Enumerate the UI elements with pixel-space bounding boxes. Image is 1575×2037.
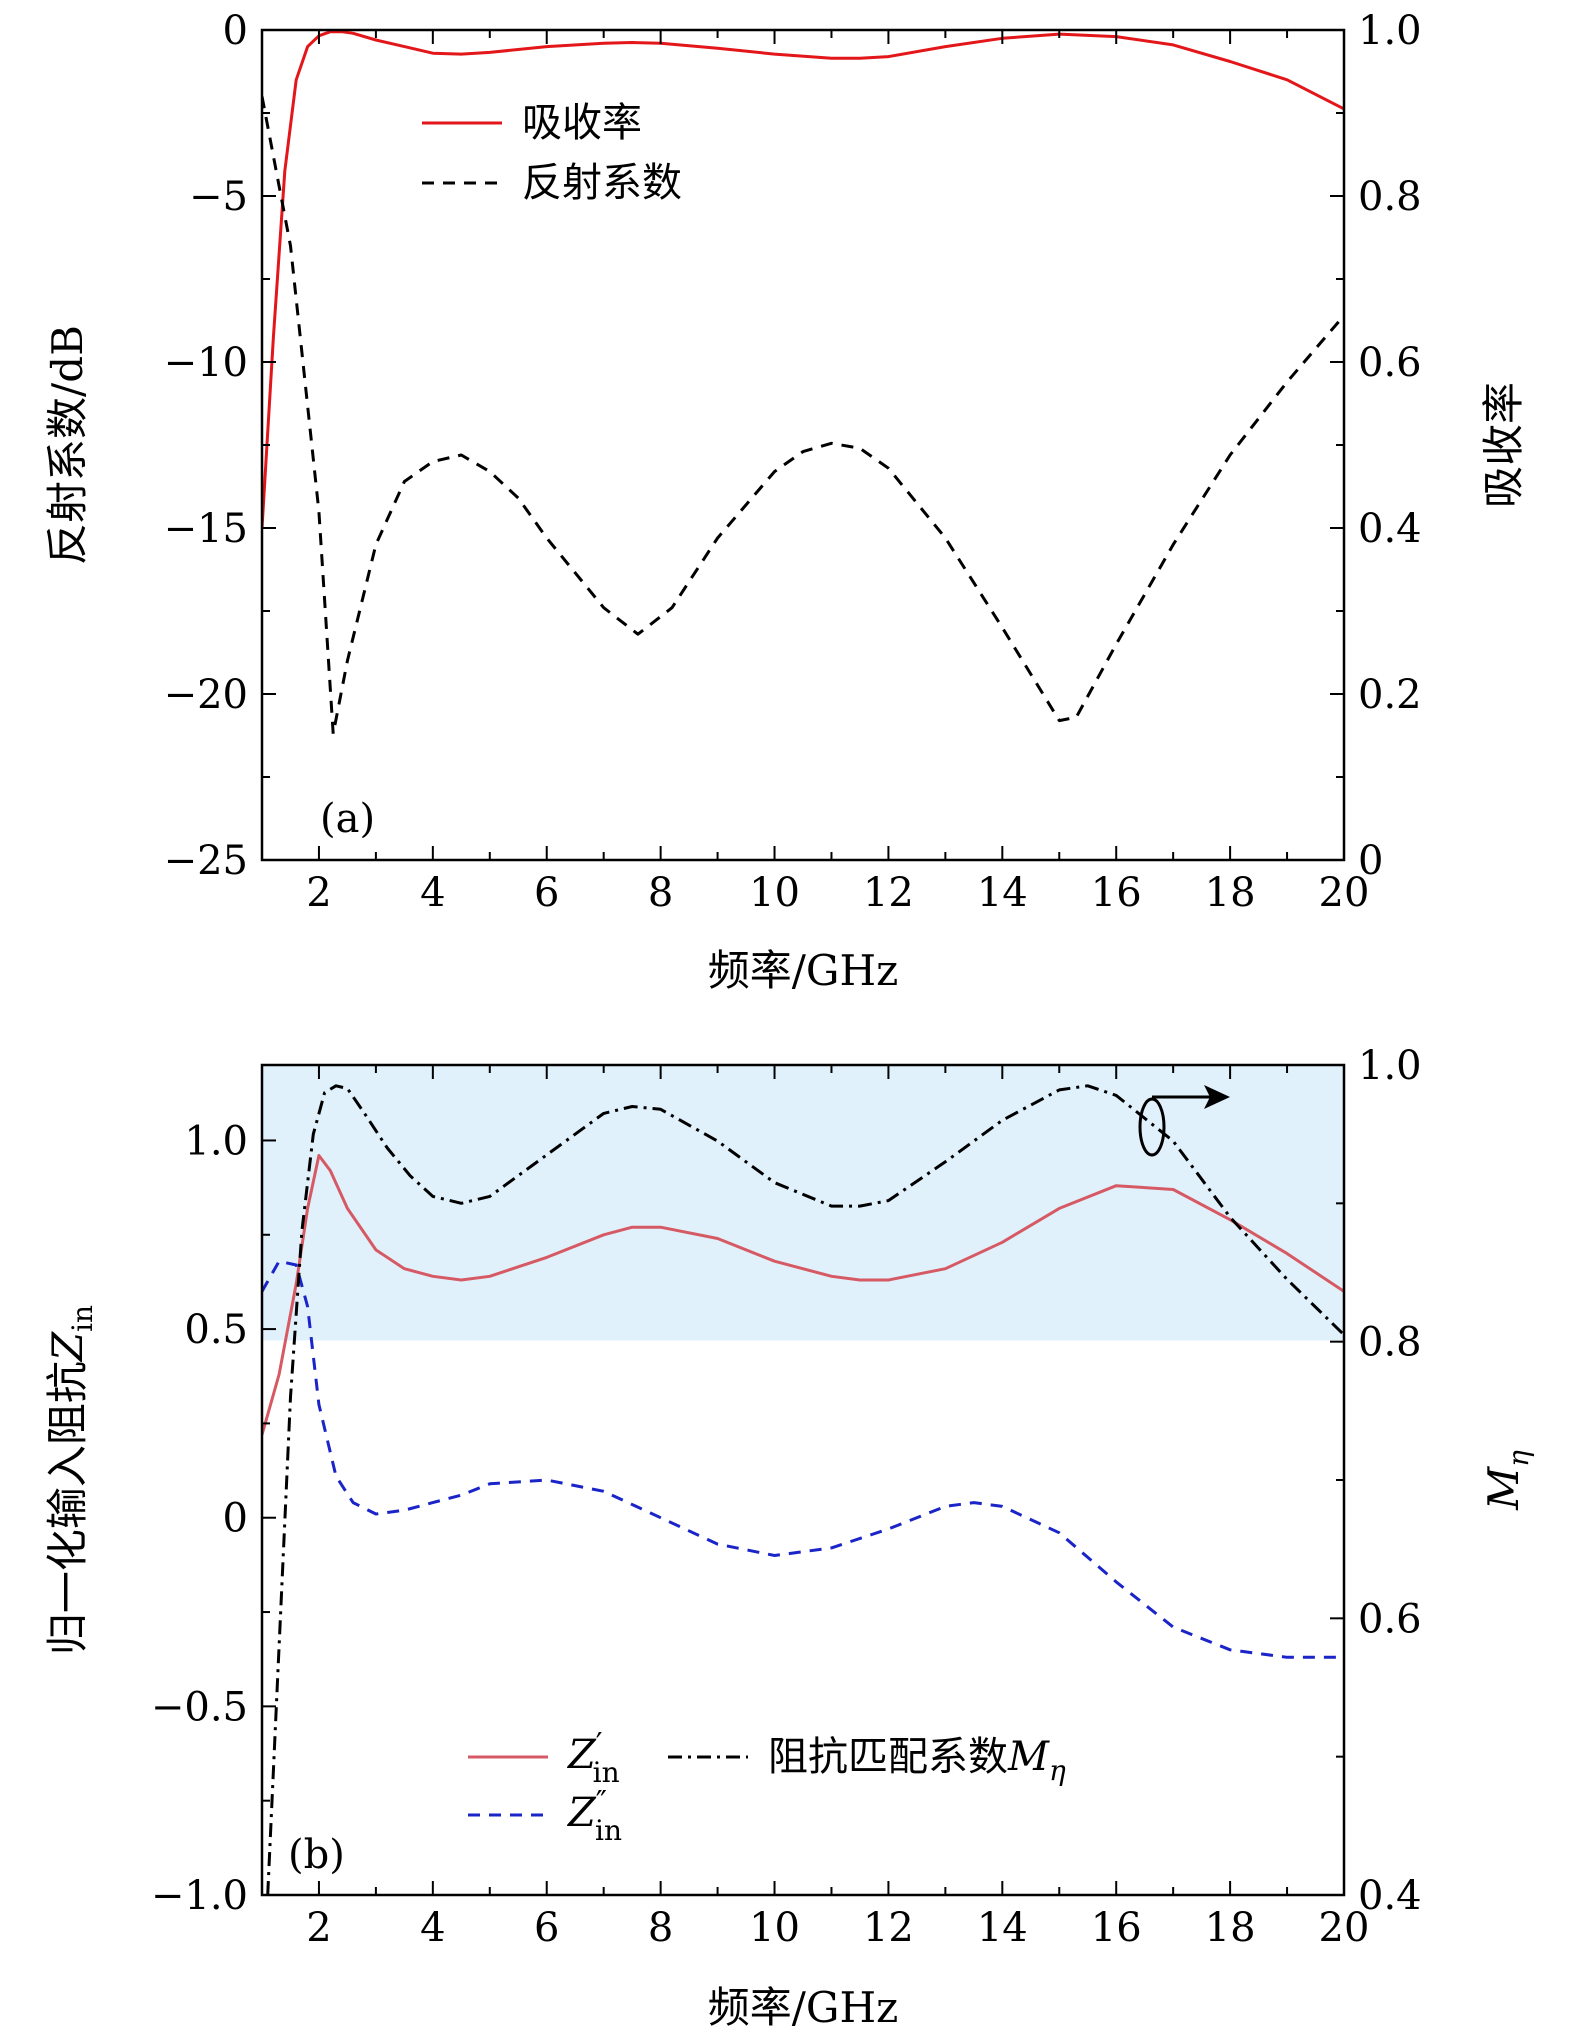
panel-b-x-tick-label: 8 bbox=[648, 1905, 673, 1951]
chart-panel-b: 2 4 6 8 10 12 14 16 18 20 1.0 0.5 0 −0.5 −1.0 1.0 0.8 0.6… bbox=[43, 1043, 1535, 2032]
panel-b-x-tick-label: 12 bbox=[863, 1905, 914, 1951]
panel-b-left-axis-subscript: in bbox=[66, 1305, 99, 1332]
panel-b-y-left-tick-label: 1.0 bbox=[184, 1118, 248, 1164]
panel-a-right-axis-title: 吸收率 bbox=[1479, 382, 1528, 508]
panel-b-label: (b) bbox=[288, 1832, 345, 1878]
panel-a-x-tick-label: 14 bbox=[977, 870, 1028, 916]
panel-a-legend: 吸收率 反射系数 bbox=[422, 100, 682, 206]
panel-b-x-tick-label: 14 bbox=[977, 1905, 1028, 1951]
panel-a-y-right-tick-label: 0.2 bbox=[1358, 672, 1422, 718]
panel-b-x-tick-label: 4 bbox=[420, 1905, 445, 1951]
panel-b-series-2-line bbox=[266, 1084, 1344, 1895]
panel-b-x-tick-label: 16 bbox=[1091, 1905, 1142, 1951]
panel-a-x-tick-label: 8 bbox=[648, 870, 673, 916]
chart-panel-a: 2 4 6 8 10 12 14 16 18 200−5−10−15−20−251.00.80.6… bbox=[43, 8, 1528, 995]
panel-a-series-1-line bbox=[262, 96, 1344, 736]
panel-a-x-tick-label: 18 bbox=[1205, 870, 1256, 916]
panel-b-x-tick-label: 2 bbox=[306, 1905, 331, 1951]
annotation-arrow-head bbox=[1204, 1085, 1230, 1109]
panel-a-y-right-tick-label: 0.6 bbox=[1358, 340, 1422, 386]
legend-reflection-label: 反射系数 bbox=[522, 160, 682, 206]
panel-b-left-axis-title: 归一化输入阻抗Zin bbox=[43, 1305, 99, 1655]
panel-a-x-tick-label: 16 bbox=[1091, 870, 1142, 916]
panel-a-x-tick-label: 10 bbox=[749, 870, 800, 916]
panel-b-y-right-tick-label: 0.4 bbox=[1358, 1873, 1422, 1919]
legend-zreal-label: Z′ in bbox=[566, 1727, 620, 1789]
panel-a-y-left-tick-label: −10 bbox=[164, 340, 248, 386]
right-axis-arrow-annotation bbox=[1138, 1085, 1230, 1157]
legend-zreal-prime: ′ bbox=[596, 1727, 603, 1762]
panel-b-right-axis-subscript: η bbox=[1502, 1450, 1535, 1467]
legend-meta-label: 阻抗匹配系数Mη bbox=[768, 1734, 1066, 1787]
panel-a-x-tick-label: 2 bbox=[306, 870, 331, 916]
panel-b-series-layer bbox=[262, 1084, 1344, 1895]
legend-absorption-label: 吸收率 bbox=[522, 100, 642, 146]
panel-a-y-left-tick-label: −15 bbox=[164, 506, 248, 552]
legend-zreal-subscript: in bbox=[593, 1756, 620, 1789]
panel-a-x-tick-label: 20 bbox=[1319, 870, 1370, 916]
panel-a-x-tick-label: 4 bbox=[420, 870, 445, 916]
legend-meta-symbol: M bbox=[1007, 1734, 1050, 1780]
panel-a-x-axis-title: 频率/GHz bbox=[708, 946, 898, 995]
panel-b-x-tick-label: 20 bbox=[1319, 1905, 1370, 1951]
panel-a-y-left-tick-label: −25 bbox=[164, 838, 248, 884]
panel-b-left-axis-symbol: Z bbox=[43, 1331, 92, 1363]
legend-zimag-symbol: Z bbox=[566, 1790, 597, 1836]
panel-b-series-0-line bbox=[262, 1154, 1344, 1436]
panel-b-left-axis-text: 归一化输入阻抗 bbox=[43, 1361, 92, 1655]
panel-a-y-left-tick-label: −20 bbox=[164, 672, 248, 718]
legend-meta-text: 阻抗匹配系数 bbox=[768, 1734, 1008, 1780]
panel-a-y-right-tick-label: 1.0 bbox=[1358, 8, 1422, 54]
panel-a-left-axis-title: 反射系数/dB bbox=[43, 325, 92, 565]
panel-a-ticks: 2 4 6 8 10 12 14 16 18 200−5−10−15−20−251.00.80.6… bbox=[164, 8, 1422, 916]
panel-b-right-axis-title: Mη bbox=[1479, 1450, 1535, 1511]
panel-a-y-right-tick-label: 0.8 bbox=[1358, 174, 1422, 220]
panel-b-y-left-tick-label: −1.0 bbox=[151, 1873, 248, 1919]
panel-b-y-right-tick-label: 1.0 bbox=[1358, 1043, 1422, 1089]
panel-a-x-tick-label: 6 bbox=[534, 870, 559, 916]
panel-b-x-axis-title: 频率/GHz bbox=[708, 1983, 898, 2032]
panel-b-right-axis-symbol: M bbox=[1479, 1466, 1528, 1511]
panel-a-series-0-line bbox=[262, 30, 1344, 529]
panel-b-series-1-line bbox=[262, 1259, 1344, 1659]
panel-b-x-tick-label: 10 bbox=[749, 1905, 800, 1951]
legend-zimag-prime: ″ bbox=[596, 1785, 607, 1820]
panel-a-y-left-tick-label: −5 bbox=[189, 174, 248, 220]
panel-a-y-right-tick-label: 0.4 bbox=[1358, 506, 1422, 552]
panel-a-x-tick-label: 12 bbox=[863, 870, 914, 916]
panel-b-x-tick-label: 18 bbox=[1205, 1905, 1256, 1951]
panel-b-legend: Z′ in Z″ in 阻抗匹配系数Mη bbox=[468, 1727, 1066, 1847]
panel-b-y-left-tick-label: −0.5 bbox=[151, 1684, 248, 1730]
annotation-ellipse bbox=[1138, 1097, 1166, 1157]
legend-meta-subscript: η bbox=[1049, 1754, 1066, 1787]
panel-b-shaded-band bbox=[262, 1065, 1344, 1341]
legend-zimag-label: Z″ in bbox=[566, 1785, 622, 1847]
panel-b-ticks: 2 4 6 8 10 12 14 16 18 20 1.0 0.5 0 −0.5 −1.0 1.0 0.8 0.6… bbox=[151, 1043, 1422, 1951]
panel-a-y-right-tick-label: 0 bbox=[1358, 838, 1383, 884]
panel-a-series-layer bbox=[262, 30, 1344, 736]
legend-zreal-symbol: Z bbox=[566, 1732, 597, 1778]
panel-b-y-left-tick-label: 0 bbox=[223, 1496, 248, 1542]
panel-a-y-left-tick-label: 0 bbox=[223, 8, 248, 54]
legend-zimag-subscript: in bbox=[595, 1814, 622, 1847]
panel-b-y-left-tick-label: 0.5 bbox=[184, 1307, 248, 1353]
panel-b-y-right-tick-label: 0.8 bbox=[1358, 1320, 1422, 1366]
panel-a-plot-frame bbox=[260, 28, 1346, 862]
panel-a-label: (a) bbox=[320, 796, 375, 842]
panel-b-x-tick-label: 6 bbox=[534, 1905, 559, 1951]
panel-b-y-right-tick-label: 0.6 bbox=[1358, 1596, 1422, 1642]
